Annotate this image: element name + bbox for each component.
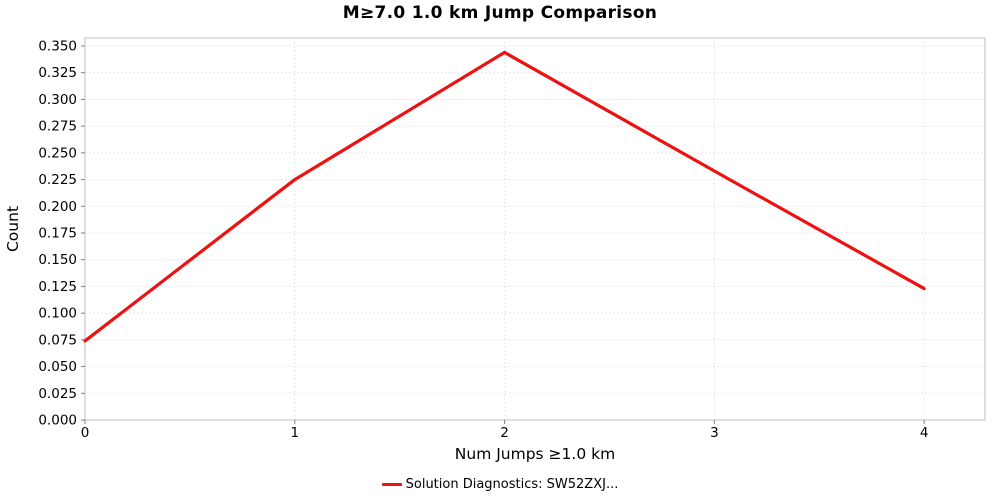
y-tick-label: 0.275 (38, 119, 77, 135)
legend-series-label: Solution Diagnostics: SW52ZXJ... (405, 477, 619, 492)
x-axis-label: Num Jumps ≥1.0 km (454, 445, 616, 463)
y-tick-label: 0.250 (38, 145, 77, 161)
x-tick-label: 1 (290, 425, 299, 441)
x-tick-label: 4 (920, 425, 929, 441)
x-tick-label: 2 (500, 425, 509, 441)
y-tick-label: 0.175 (38, 226, 77, 242)
y-tick-label: 0.200 (38, 199, 77, 215)
y-tick-label: 0.125 (38, 279, 77, 295)
y-tick-label: 0.025 (38, 386, 77, 402)
y-axis-label: Count (4, 205, 22, 253)
y-tick-label: 0.100 (38, 306, 77, 322)
y-tick-label: 0.050 (38, 359, 77, 375)
chart-title: M≥7.0 1.0 km Jump Comparison (342, 3, 658, 23)
y-tick-label: 0.325 (38, 65, 77, 81)
series-line (83, 50, 926, 343)
y-tick-label: 0.350 (38, 39, 77, 55)
y-tick-label: 0.000 (38, 413, 77, 429)
x-tick-label: 0 (81, 425, 90, 441)
x-tick-label: 3 (710, 425, 719, 441)
y-tick-label: 0.300 (38, 92, 77, 108)
y-tick-label: 0.225 (38, 172, 77, 188)
legend-line-marker (381, 483, 402, 486)
y-tick-label: 0.075 (38, 332, 77, 348)
legend: Solution Diagnostics: SW52ZXJ... (0, 477, 1000, 492)
plot-area (84, 37, 986, 421)
y-tick-label: 0.150 (38, 252, 77, 268)
